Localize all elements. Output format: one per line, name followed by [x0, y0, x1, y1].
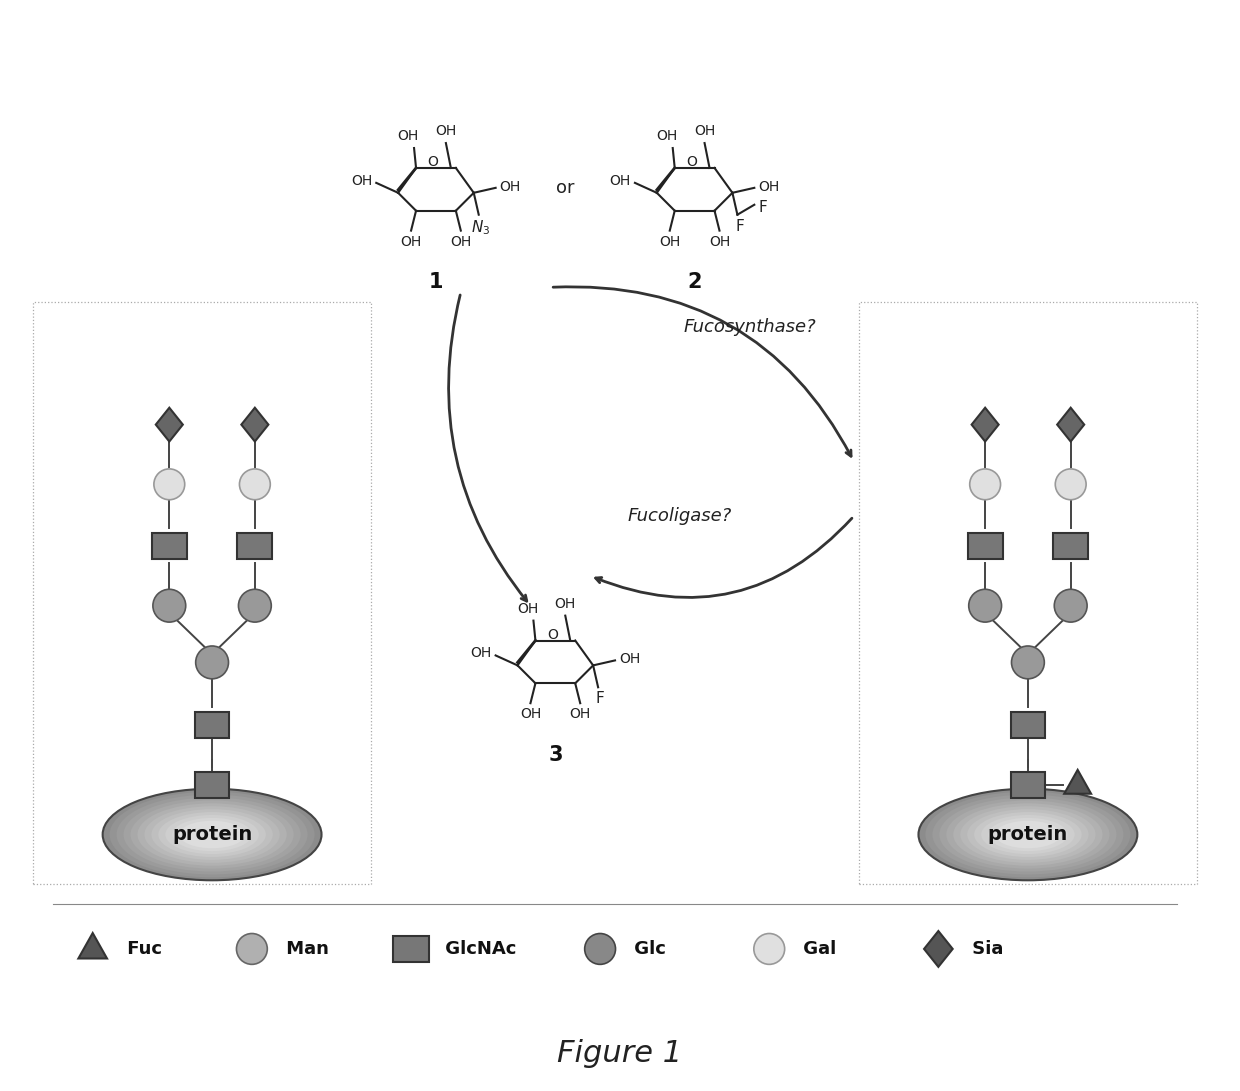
Text: OH: OH: [694, 124, 715, 139]
Ellipse shape: [960, 806, 1096, 863]
Ellipse shape: [919, 789, 1137, 880]
Text: OH: OH: [619, 652, 640, 667]
Circle shape: [237, 934, 268, 964]
Bar: [1053, 532, 1089, 559]
Text: OH: OH: [401, 235, 422, 249]
Polygon shape: [924, 931, 952, 967]
Polygon shape: [1058, 408, 1084, 442]
Text: OH: OH: [500, 180, 521, 194]
Text: F: F: [595, 692, 604, 706]
Ellipse shape: [172, 818, 252, 851]
Text: O: O: [547, 627, 558, 642]
Ellipse shape: [144, 806, 280, 863]
Bar: [33, 302, 371, 885]
Text: or: or: [556, 179, 574, 196]
Text: OH: OH: [520, 707, 541, 721]
Ellipse shape: [165, 815, 259, 854]
Text: Fuc: Fuc: [120, 940, 161, 958]
Ellipse shape: [940, 798, 1116, 872]
Ellipse shape: [138, 803, 286, 866]
Text: OH: OH: [554, 597, 575, 611]
Ellipse shape: [954, 803, 1102, 866]
Text: OH: OH: [656, 129, 677, 143]
Text: $N_3$: $N_3$: [471, 218, 490, 238]
Polygon shape: [1064, 770, 1091, 794]
Text: OH: OH: [517, 601, 538, 615]
Polygon shape: [242, 408, 268, 442]
Text: protein: protein: [988, 825, 1068, 844]
Circle shape: [585, 934, 615, 964]
Ellipse shape: [925, 792, 1131, 877]
Bar: [151, 532, 187, 559]
Ellipse shape: [109, 792, 315, 877]
Polygon shape: [78, 933, 107, 959]
Bar: [237, 532, 273, 559]
Text: protein: protein: [172, 825, 252, 844]
Ellipse shape: [159, 812, 265, 858]
Circle shape: [754, 934, 785, 964]
Text: O: O: [686, 155, 697, 169]
Bar: [967, 532, 1003, 559]
Circle shape: [154, 469, 185, 500]
Ellipse shape: [117, 794, 308, 875]
Text: Man: Man: [280, 940, 329, 958]
Circle shape: [196, 646, 228, 679]
Text: OH: OH: [759, 180, 780, 194]
Text: OH: OH: [569, 707, 590, 721]
Text: OH: OH: [610, 173, 631, 188]
Text: OH: OH: [398, 129, 419, 143]
Circle shape: [1054, 589, 1087, 622]
Text: 1: 1: [429, 273, 443, 292]
Circle shape: [1055, 469, 1086, 500]
Ellipse shape: [946, 801, 1110, 868]
Text: OH: OH: [709, 235, 730, 249]
Text: Figure 1: Figure 1: [558, 1039, 682, 1068]
Text: F: F: [735, 218, 744, 233]
Ellipse shape: [151, 810, 273, 860]
Text: F: F: [759, 201, 768, 215]
Text: OH: OH: [660, 235, 681, 249]
Text: OH: OH: [450, 235, 471, 249]
Ellipse shape: [124, 798, 300, 872]
Text: O: O: [428, 155, 439, 169]
Circle shape: [153, 589, 186, 622]
Text: Fucoligase?: Fucoligase?: [627, 507, 732, 525]
Text: GlcNAc: GlcNAc: [439, 940, 516, 958]
Bar: [859, 302, 1197, 885]
Text: Glc: Glc: [627, 940, 666, 958]
Circle shape: [239, 469, 270, 500]
Ellipse shape: [975, 812, 1081, 858]
Polygon shape: [156, 408, 182, 442]
Circle shape: [1012, 646, 1044, 679]
Circle shape: [970, 469, 1001, 500]
Ellipse shape: [967, 810, 1089, 860]
Bar: [195, 712, 229, 739]
Bar: [393, 935, 429, 962]
Bar: [195, 771, 229, 798]
Ellipse shape: [130, 801, 294, 868]
Text: Gal: Gal: [797, 940, 836, 958]
Ellipse shape: [180, 820, 246, 848]
Ellipse shape: [932, 794, 1123, 875]
Text: OH: OH: [435, 124, 456, 139]
Bar: [1011, 712, 1045, 739]
Text: OH: OH: [351, 173, 372, 188]
Ellipse shape: [988, 818, 1068, 851]
Text: Sia: Sia: [966, 940, 1003, 958]
Circle shape: [238, 589, 272, 622]
Text: 2: 2: [687, 273, 702, 292]
Text: Fucosynthase?: Fucosynthase?: [683, 319, 816, 336]
Ellipse shape: [994, 820, 1060, 848]
Circle shape: [968, 589, 1002, 622]
Text: OH: OH: [470, 647, 491, 660]
Ellipse shape: [981, 815, 1075, 854]
Text: 3: 3: [548, 745, 563, 765]
Ellipse shape: [103, 789, 321, 880]
Polygon shape: [972, 408, 998, 442]
Bar: [1011, 771, 1045, 798]
